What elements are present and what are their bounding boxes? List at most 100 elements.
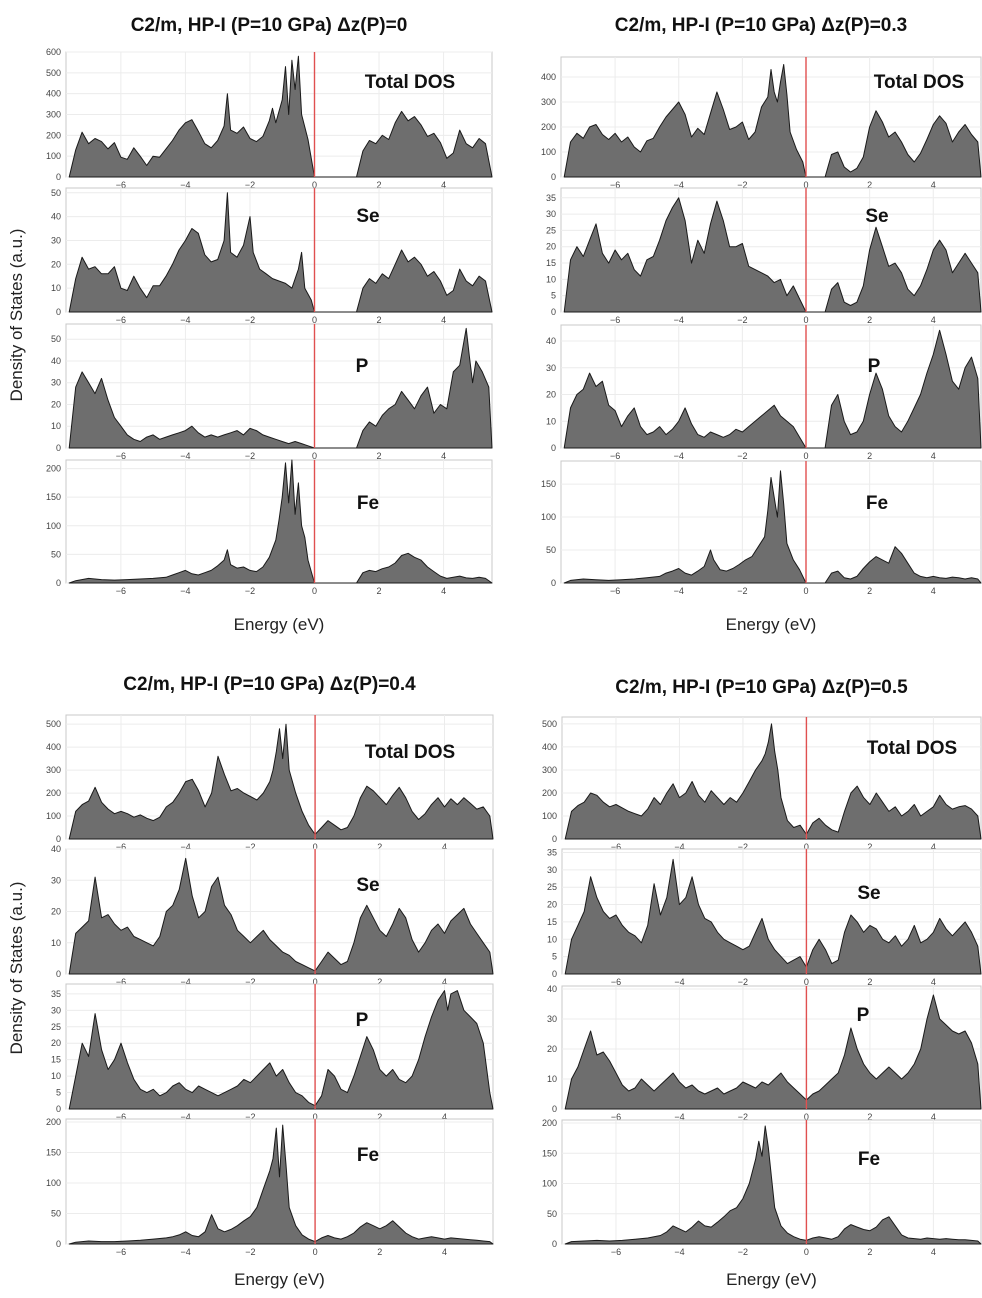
y-tick-label: 25 <box>546 225 556 235</box>
y-tick-label: 0 <box>56 1239 61 1249</box>
x-tick-label: −4 <box>180 451 190 461</box>
dos-chart-3: C2/m, HP-I (P=10 GPa) Δz(P)=0.5 Energy (e… <box>542 677 982 1289</box>
x-tick-label: −2 <box>245 977 255 987</box>
y-axis-label-bottom: Density of States (a.u.) <box>7 882 26 1055</box>
x-tick-label: −4 <box>674 586 684 596</box>
x-tick-label: 2 <box>867 451 872 461</box>
chart-title: C2/m, HP-I (P=10 GPa) Δz(P)=0.5 <box>615 677 908 698</box>
y-tick-label: 300 <box>541 97 556 107</box>
panel-label: Se <box>356 206 379 227</box>
y-tick-label: 200 <box>541 122 556 132</box>
x-tick-label: −2 <box>738 977 748 987</box>
y-tick-label: 30 <box>547 1014 557 1024</box>
x-tick-label: −6 <box>611 1112 621 1122</box>
y-tick-label: 100 <box>541 512 556 522</box>
y-tick-label: 200 <box>542 1118 557 1128</box>
y-axis-label-top: Density of States (a.u.) <box>7 229 26 402</box>
panel-label: P <box>356 1010 369 1031</box>
y-tick-label: 100 <box>46 1178 61 1188</box>
y-tick-label: 400 <box>542 742 557 752</box>
y-tick-label: 20 <box>547 1044 557 1054</box>
x-tick-label: 4 <box>442 1112 447 1122</box>
x-tick-label: 0 <box>312 315 317 325</box>
x-axis-label: Energy (eV) <box>234 1270 325 1289</box>
x-tick-label: 0 <box>313 1247 318 1257</box>
y-tick-label: 50 <box>51 549 61 559</box>
panel-label: Total DOS <box>365 72 455 93</box>
y-tick-label: 0 <box>551 578 556 588</box>
x-tick-label: 4 <box>931 451 936 461</box>
panel-label: Se <box>356 875 379 896</box>
x-tick-label: −2 <box>245 586 255 596</box>
x-tick-label: −2 <box>738 842 748 852</box>
x-tick-label: 4 <box>931 1112 936 1122</box>
x-tick-label: −2 <box>737 315 747 325</box>
y-tick-label: 200 <box>46 464 61 474</box>
x-tick-label: −6 <box>610 315 620 325</box>
x-tick-label: 4 <box>931 586 936 596</box>
y-tick-label: 10 <box>51 421 61 431</box>
y-tick-label: 30 <box>51 1005 61 1015</box>
dos-area <box>563 197 982 313</box>
dos-panel-total-dos: 0 100 200 300 400 −6 −4 −2 0 2 4 Total DOS <box>541 56 982 190</box>
panel-label: Fe <box>357 1145 379 1166</box>
y-tick-label: 300 <box>46 765 61 775</box>
y-tick-label: 40 <box>51 212 61 222</box>
dos-panel-p: 0 10 20 30 40 50 −6 −4 −2 0 2 4 P <box>51 323 493 461</box>
y-tick-label: 200 <box>542 788 557 798</box>
dos-panel-fe: 0 50 100 150 200 −6 −4 −2 0 2 4 Fe <box>542 1118 982 1257</box>
y-tick-label: 600 <box>46 47 61 57</box>
x-tick-label: 0 <box>803 315 808 325</box>
x-tick-label: 4 <box>931 180 936 190</box>
x-tick-label: 4 <box>931 1247 936 1257</box>
y-tick-label: 15 <box>51 1055 61 1065</box>
x-tick-label: −2 <box>738 1112 748 1122</box>
y-tick-label: 0 <box>552 1104 557 1114</box>
y-tick-label: 500 <box>46 68 61 78</box>
x-tick-label: −6 <box>116 1112 126 1122</box>
x-tick-label: −4 <box>181 977 191 987</box>
x-tick-label: 2 <box>377 1247 382 1257</box>
dos-panel-se: 0 10 20 30 40 50 −6 −4 −2 0 2 4 Se <box>51 187 493 325</box>
chart-title: C2/m, HP-I (P=10 GPa) Δz(P)=0 <box>131 15 408 36</box>
x-tick-label: −4 <box>674 1112 684 1122</box>
y-tick-label: 0 <box>552 834 557 844</box>
x-tick-label: −6 <box>116 180 126 190</box>
y-tick-label: 20 <box>51 907 61 917</box>
dos-area <box>564 723 982 840</box>
y-tick-label: 30 <box>51 875 61 885</box>
x-tick-label: 0 <box>803 180 808 190</box>
y-tick-label: 200 <box>46 1117 61 1127</box>
x-tick-label: 2 <box>867 315 872 325</box>
y-tick-label: 100 <box>46 811 61 821</box>
dos-panel-total-dos: 0 100 200 300 400 500 −6 −4 −2 0 2 4 Total DOS <box>46 714 494 852</box>
x-tick-label: 2 <box>867 1112 872 1122</box>
panel-label: Total DOS <box>365 742 455 763</box>
x-tick-label: 0 <box>804 1112 809 1122</box>
y-tick-label: 0 <box>551 307 556 317</box>
x-tick-label: 0 <box>313 1112 318 1122</box>
y-tick-label: 10 <box>547 934 557 944</box>
dos-panel-se: 0 5 10 15 20 25 30 35 −6 −4 −2 0 2 4 Se <box>546 187 982 325</box>
y-tick-label: 20 <box>546 242 556 252</box>
x-tick-label: −4 <box>674 315 684 325</box>
y-tick-label: 150 <box>46 492 61 502</box>
y-tick-label: 30 <box>546 363 556 373</box>
x-tick-label: −2 <box>245 1247 255 1257</box>
x-tick-label: 2 <box>377 180 382 190</box>
y-tick-label: 0 <box>552 969 557 979</box>
dos-area <box>68 55 493 178</box>
y-tick-label: 35 <box>547 847 557 857</box>
x-tick-label: −6 <box>116 1247 126 1257</box>
x-tick-label: −6 <box>116 315 126 325</box>
panel-label: Total DOS <box>867 738 957 759</box>
x-tick-label: −6 <box>610 451 620 461</box>
panel-label: Se <box>865 206 888 227</box>
x-tick-label: 4 <box>931 977 936 987</box>
y-tick-label: 0 <box>552 1239 557 1249</box>
y-tick-label: 10 <box>546 274 556 284</box>
x-tick-label: 2 <box>377 451 382 461</box>
panel-label: Fe <box>858 1149 880 1170</box>
y-tick-label: 150 <box>541 479 556 489</box>
